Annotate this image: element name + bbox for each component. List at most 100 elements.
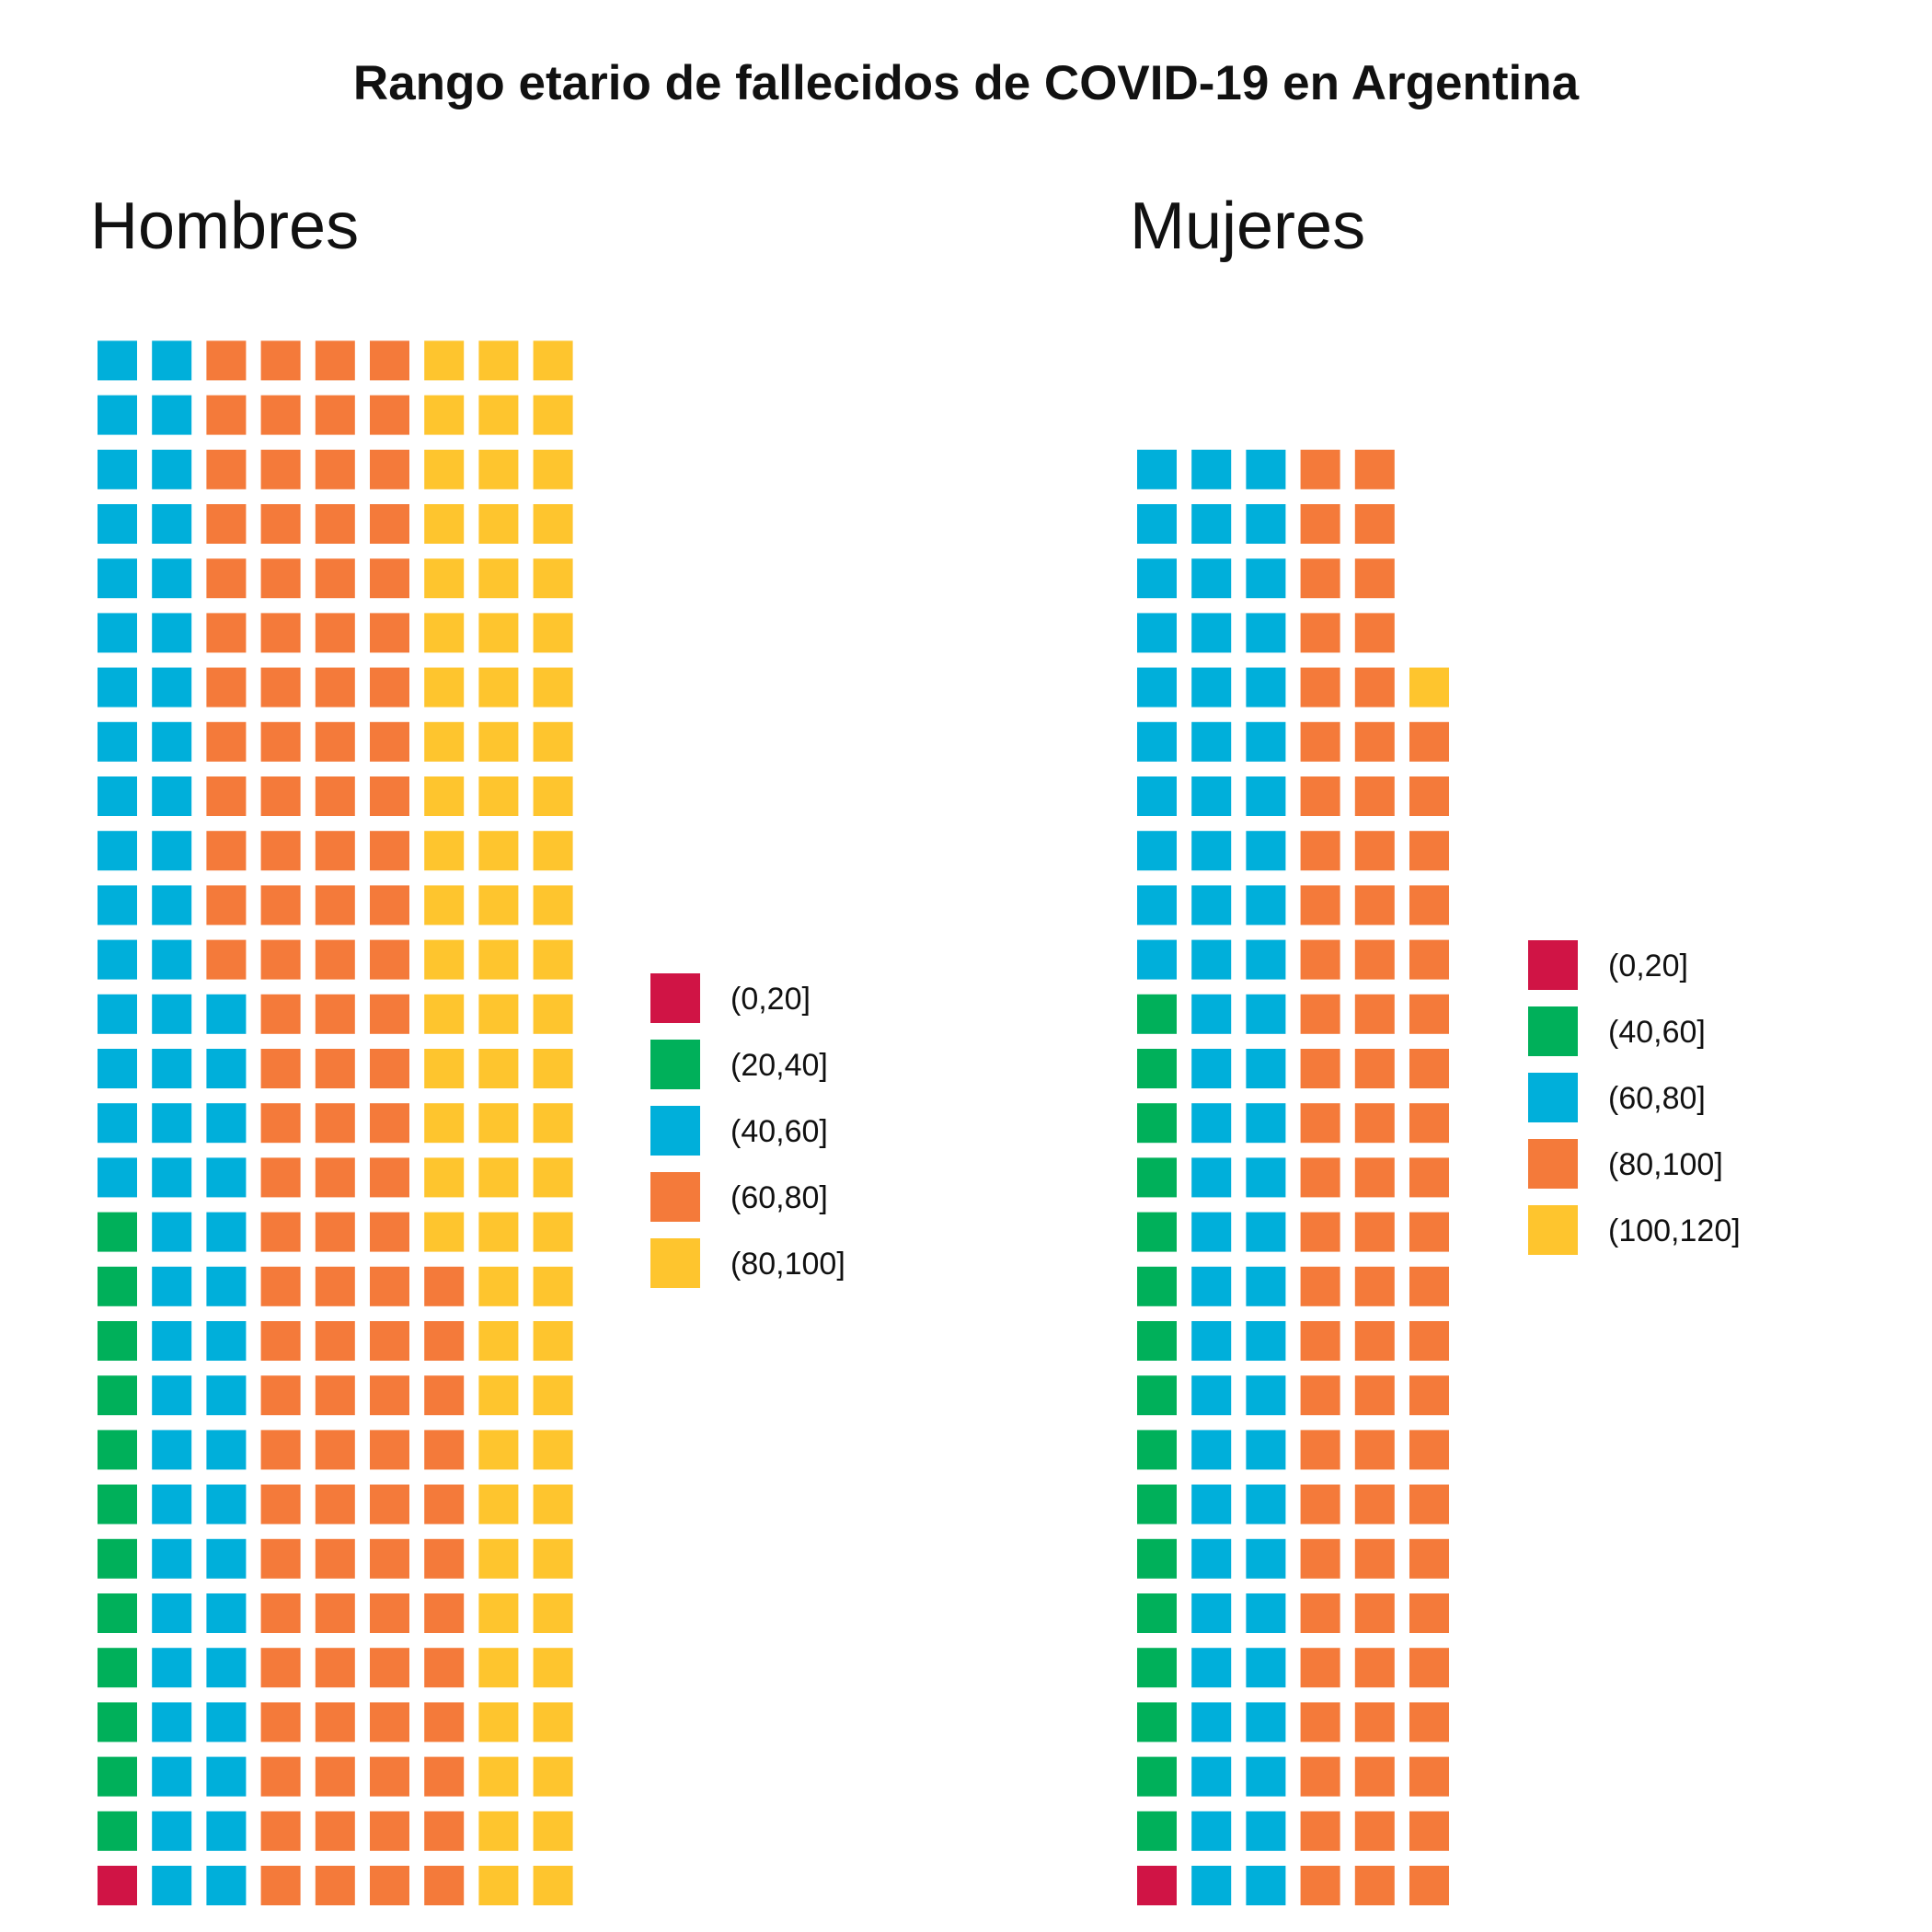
waffle-cell [1300, 667, 1340, 707]
waffle-cell [1246, 613, 1286, 653]
waffle-cell [98, 613, 137, 653]
waffle-cell [1191, 885, 1232, 926]
waffle-cell [478, 885, 519, 926]
waffle-cell [533, 939, 573, 980]
waffle-cell [478, 504, 519, 544]
waffle-cell [152, 395, 192, 435]
waffle-cell [1246, 1157, 1286, 1198]
waffle-cell [260, 504, 301, 544]
waffle-cell [98, 1811, 137, 1851]
waffle-cell [478, 1266, 519, 1306]
waffle-cell [533, 1266, 573, 1306]
waffle-cell [98, 667, 137, 707]
waffle-cell [1300, 1049, 1340, 1088]
waffle-cell [206, 1157, 247, 1198]
waffle-cell [206, 1430, 247, 1470]
waffle-cell [478, 1756, 519, 1797]
waffle-cell [206, 831, 247, 871]
waffle-cell [370, 1212, 409, 1252]
waffle-cell [1246, 504, 1286, 544]
waffle-cell [260, 721, 301, 762]
waffle-cell [1191, 1321, 1232, 1361]
waffle-cell [1409, 1430, 1449, 1470]
waffle-cell [1191, 1756, 1232, 1797]
waffle-cell [533, 395, 573, 435]
waffle-cell [1246, 1538, 1286, 1579]
waffle-cell [152, 1103, 192, 1144]
legend-hombres: (0,20] (20,40] (40,60] (60,80] (80,100] [650, 973, 845, 1288]
waffle-cell [260, 1375, 301, 1416]
waffle-cell [152, 504, 192, 544]
waffle-cell [206, 1648, 247, 1688]
waffle-cell [260, 885, 301, 926]
waffle-cell [1300, 1538, 1340, 1579]
legend-label: (80,100] [730, 1247, 845, 1282]
waffle-cell [206, 1593, 247, 1633]
waffle-cell [1191, 1049, 1232, 1088]
waffle-cell [315, 1866, 355, 1905]
waffle-cell [206, 1811, 247, 1851]
legend-swatch [650, 973, 700, 1023]
waffle-cell [260, 1593, 301, 1633]
waffle-cell [1300, 721, 1340, 762]
waffle-cell [152, 1648, 192, 1688]
waffle-cell [478, 1321, 519, 1361]
waffle-cell [1409, 1049, 1449, 1088]
waffle-cell [478, 1484, 519, 1524]
waffle-cell [1354, 1430, 1395, 1470]
waffle-cell [206, 1049, 247, 1088]
waffle-cell [1137, 1648, 1177, 1688]
waffle-cell [533, 613, 573, 653]
waffle-cell [152, 340, 192, 381]
waffle-cell [1246, 994, 1286, 1034]
waffle-cell [1354, 1538, 1395, 1579]
waffle-cell [533, 1103, 573, 1144]
waffle-cell [152, 721, 192, 762]
waffle-cell [260, 558, 301, 599]
waffle-cell [1354, 1375, 1395, 1416]
waffle-cell [370, 721, 409, 762]
waffle-cell [260, 776, 301, 816]
waffle-cell [1300, 994, 1340, 1034]
waffle-cell [206, 449, 247, 489]
waffle-cell [152, 1538, 192, 1579]
waffle-cell [478, 1702, 519, 1742]
waffle-cell [533, 449, 573, 489]
waffle-cell [1354, 776, 1395, 816]
waffle-cell [206, 994, 247, 1034]
waffle-cell [1354, 613, 1395, 653]
waffle-cell [98, 1375, 137, 1416]
waffle-cell [315, 1756, 355, 1797]
waffle-cell [1137, 1321, 1177, 1361]
waffle-cell [424, 1321, 465, 1361]
waffle-cell [1354, 994, 1395, 1034]
waffle-cell [1191, 1866, 1232, 1905]
waffle-cell [206, 558, 247, 599]
waffle-cell [1300, 1430, 1340, 1470]
waffle-cell [206, 340, 247, 381]
waffle-cell [370, 1484, 409, 1524]
waffle-cell [1409, 1484, 1449, 1524]
waffle-cell [315, 1430, 355, 1470]
waffle-cell [1300, 1593, 1340, 1633]
waffle-cell [424, 504, 465, 544]
waffle-cell [1246, 1375, 1286, 1416]
waffle-cell [315, 1049, 355, 1088]
waffle-cell [1246, 776, 1286, 816]
waffle-cell [315, 721, 355, 762]
waffle-cell [98, 994, 137, 1034]
waffle-cell [1137, 1484, 1177, 1524]
waffle-cell [1300, 558, 1340, 599]
waffle-cell [1354, 504, 1395, 544]
waffle-cell [206, 776, 247, 816]
waffle-cell [1246, 449, 1286, 489]
waffle-cell [1137, 449, 1177, 489]
waffle-cell [206, 395, 247, 435]
waffle-cell [1300, 939, 1340, 980]
waffle-cell [1409, 1212, 1449, 1252]
waffle-cell [424, 1866, 465, 1905]
waffle-cell [98, 721, 137, 762]
waffle-cell [424, 1756, 465, 1797]
waffle-cell [1354, 939, 1395, 980]
waffle-cell [1300, 449, 1340, 489]
